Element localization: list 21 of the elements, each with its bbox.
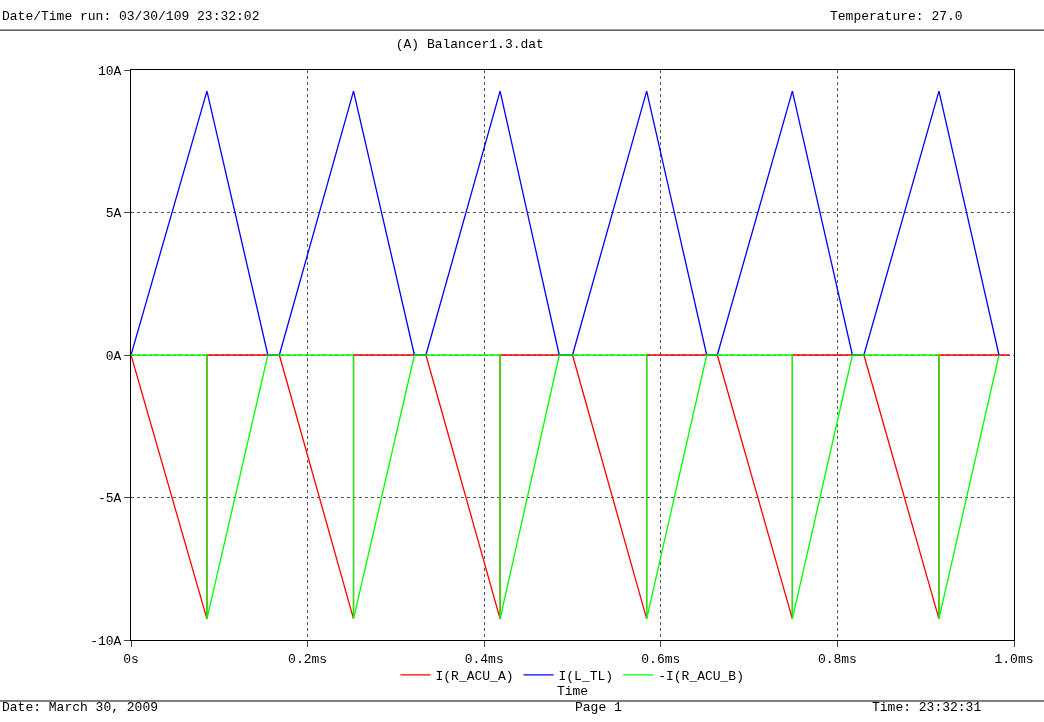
- x-tick-label: 0.4ms: [464, 651, 504, 667]
- legend-label: -I(R_ACU_B): [658, 668, 744, 684]
- chart-title: (A) Balancer1.3.dat: [395, 36, 544, 52]
- x-tick-label: 0.2ms: [288, 651, 328, 667]
- legend-label: I(R_ACU_A): [435, 668, 514, 684]
- x-tick-label: 1.0ms: [994, 651, 1034, 667]
- x-axis-title: Time: [556, 684, 589, 700]
- y-tick-label: -5A: [97, 491, 122, 507]
- y-tick-label: -10A: [90, 633, 122, 649]
- y-tick-label: 5A: [105, 206, 122, 222]
- text: Time: 23:32:31: [872, 700, 982, 715]
- x-tick-label: 0.6ms: [641, 651, 681, 667]
- text: Temperature: 27.0: [830, 9, 963, 24]
- x-tick-label: 0.8ms: [817, 651, 857, 667]
- y-tick-label: 0A: [105, 348, 122, 364]
- legend-label: I(L_TL): [558, 668, 614, 684]
- text: Date/Time run: 03/30/109 23:32:02: [2, 9, 260, 24]
- x-tick-label: 0s: [123, 651, 139, 667]
- text: Page 1: [575, 700, 623, 715]
- text: Date: March 30, 2009: [2, 700, 159, 715]
- y-tick-label: 10A: [97, 63, 122, 79]
